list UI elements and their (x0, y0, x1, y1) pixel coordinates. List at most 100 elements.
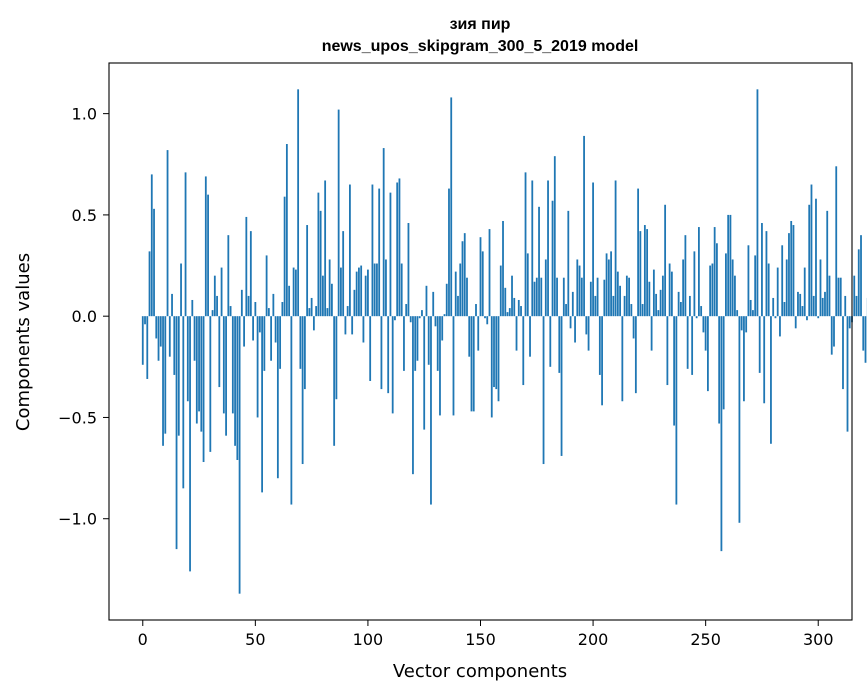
bar (243, 316, 245, 347)
bar (405, 304, 408, 317)
bar (162, 316, 164, 446)
bar (200, 316, 203, 432)
bar (400, 263, 403, 317)
bar (691, 316, 694, 375)
bar (213, 275, 216, 317)
bar (707, 316, 709, 392)
bar (576, 259, 579, 317)
bar (596, 277, 599, 317)
bar (495, 316, 498, 390)
bar (675, 316, 678, 505)
bar (168, 316, 171, 357)
bar (274, 316, 277, 343)
bar (839, 277, 842, 317)
bar (740, 316, 743, 331)
bar (704, 316, 707, 351)
x-tick-label: 50 (245, 630, 265, 649)
bar (195, 316, 198, 424)
bar (421, 310, 423, 317)
bar (337, 109, 340, 317)
bar (439, 316, 441, 416)
bar (367, 269, 369, 317)
bar (709, 265, 712, 317)
bar (700, 306, 703, 317)
bar (335, 316, 338, 400)
bar (247, 295, 250, 317)
bar (833, 316, 835, 347)
bar (607, 259, 610, 317)
bar (531, 180, 534, 317)
bar (218, 316, 221, 388)
bar (725, 253, 727, 317)
bar (612, 295, 615, 317)
bar (418, 316, 421, 319)
bar (765, 231, 768, 317)
bar (551, 200, 554, 317)
bar (736, 310, 739, 317)
bar (146, 316, 149, 379)
bar (324, 180, 327, 317)
bar (481, 251, 484, 317)
bar (189, 316, 191, 572)
bar (470, 316, 473, 412)
bar (155, 316, 158, 339)
bar (758, 316, 761, 373)
bar (353, 289, 356, 317)
bar (864, 316, 867, 363)
bar (688, 295, 691, 317)
bar (436, 316, 439, 371)
bar (583, 135, 585, 317)
bar (774, 316, 777, 319)
bar (673, 316, 676, 426)
bar (258, 316, 261, 333)
bar (646, 229, 649, 317)
bar (193, 316, 196, 361)
bar (657, 310, 660, 317)
bar (529, 316, 531, 357)
chart-title-line-2: news_upos_skipgram_300_5_2019 model (322, 38, 639, 55)
bar (376, 263, 378, 317)
bar (141, 316, 144, 365)
bar (666, 316, 669, 386)
bar (508, 308, 511, 317)
bar (698, 227, 700, 317)
bar (380, 316, 383, 390)
bar (202, 316, 205, 463)
bar (659, 289, 662, 317)
bar (520, 306, 522, 317)
bar (504, 287, 507, 317)
bar (157, 316, 160, 361)
y-tick-label: −1.0 (58, 510, 97, 529)
bar (349, 184, 351, 317)
bar (702, 316, 705, 333)
bar (231, 316, 234, 414)
x-tick-label: 300 (803, 630, 834, 649)
bar (578, 265, 581, 317)
bar (493, 316, 495, 388)
bar (312, 316, 315, 331)
bar (175, 316, 178, 550)
bar (803, 267, 806, 317)
bar (682, 259, 685, 317)
bar (743, 316, 745, 402)
bar (166, 150, 169, 317)
bar (574, 316, 576, 343)
bar (207, 194, 209, 317)
bar (331, 283, 333, 317)
bar (227, 235, 230, 317)
bar (468, 316, 471, 357)
bar (211, 310, 214, 317)
bar (677, 291, 680, 317)
bar (430, 316, 432, 505)
bar (639, 231, 642, 317)
bar (441, 316, 444, 341)
bar (407, 223, 410, 317)
bar (686, 316, 689, 369)
bar (434, 316, 437, 327)
bar (288, 285, 291, 317)
bar (794, 316, 797, 329)
bar (290, 316, 293, 505)
bar (745, 316, 748, 333)
bar (466, 277, 468, 317)
bar (605, 253, 608, 317)
